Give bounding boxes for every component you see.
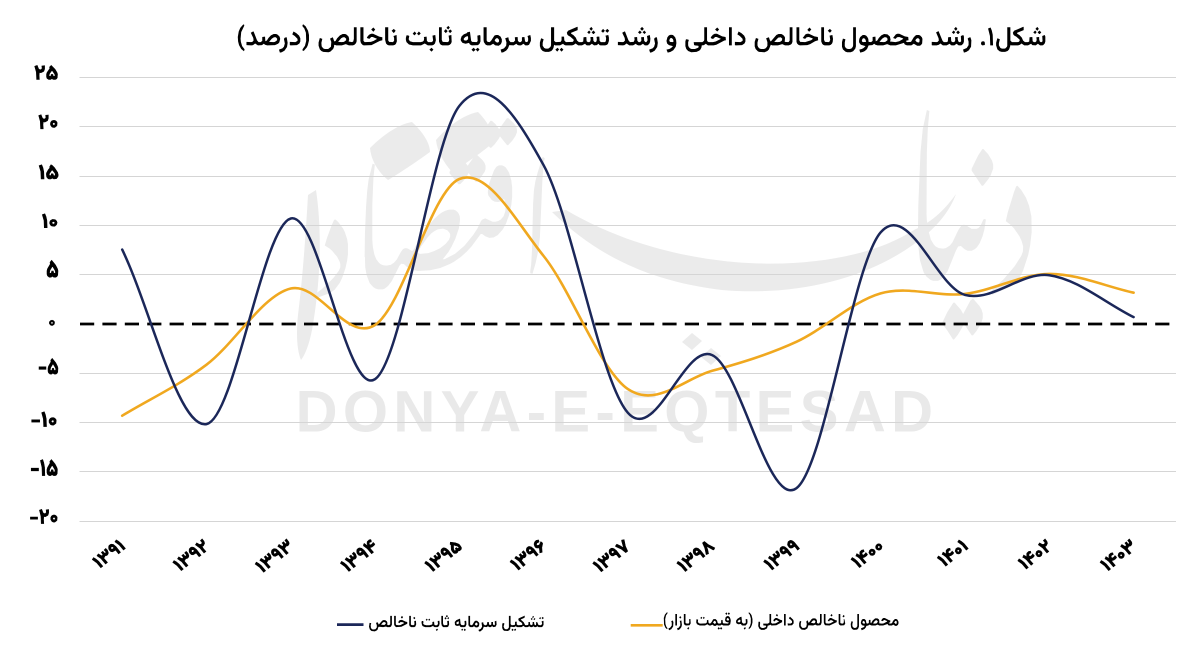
svg-text:DONYA-E-EQTESAD: DONYA-E-EQTESAD (296, 380, 939, 445)
